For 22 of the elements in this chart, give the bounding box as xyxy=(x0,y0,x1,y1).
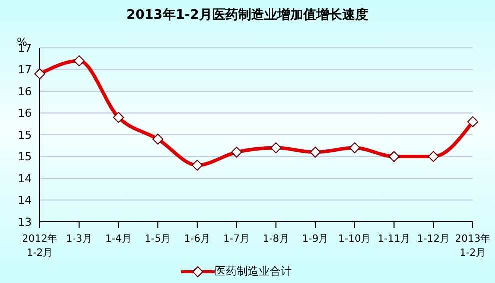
y-tick-label: 15 xyxy=(18,150,32,164)
x-tick-label: 1-10月 xyxy=(338,234,372,245)
x-tick-label: 1-11月 xyxy=(378,234,411,245)
y-tick-label: 16 xyxy=(18,85,32,98)
y-tick-label: 15 xyxy=(18,128,32,142)
x-tick-label: 1-5月 xyxy=(144,234,172,245)
x-tick-label: 2013年 1-2月 xyxy=(455,233,491,259)
legend-label: 医药制造业合计 xyxy=(214,264,292,279)
x-tick-label: 1-7月 xyxy=(224,234,250,245)
x-tick-label: 1-12月 xyxy=(417,234,450,245)
x-tick-label: 1-8月 xyxy=(263,234,290,245)
x-tick-label: 1-3月 xyxy=(66,234,93,245)
x-tick-label: 1-4月 xyxy=(106,234,132,245)
y-tick-label: 13 xyxy=(18,216,32,229)
chart-title: 2013年1-2月医药制造业增加值增长速度 xyxy=(126,6,370,24)
y-tick-label: 16 xyxy=(18,107,32,120)
y-tick-label: 14 xyxy=(18,172,32,186)
y-tick-label: 17 xyxy=(18,64,32,77)
x-tick-label: 1-9月 xyxy=(302,234,329,245)
y-tick-label: 14 xyxy=(18,194,32,208)
x-tick-label: 1-6月 xyxy=(184,234,211,245)
x-tick-label: 2012年 1-2月 xyxy=(22,233,58,259)
